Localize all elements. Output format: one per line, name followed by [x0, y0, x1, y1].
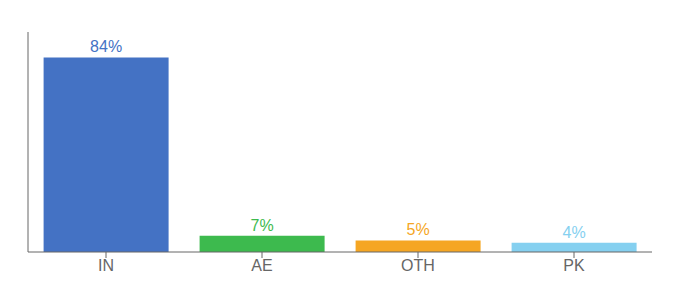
svg-text:7%: 7%: [251, 217, 274, 234]
svg-text:AE: AE: [251, 257, 272, 274]
svg-text:84%: 84%: [90, 38, 122, 55]
svg-text:5%: 5%: [407, 221, 430, 238]
svg-text:4%: 4%: [563, 224, 586, 241]
svg-text:PK: PK: [563, 257, 585, 274]
svg-text:OTH: OTH: [401, 257, 435, 274]
svg-text:IN: IN: [98, 257, 114, 274]
